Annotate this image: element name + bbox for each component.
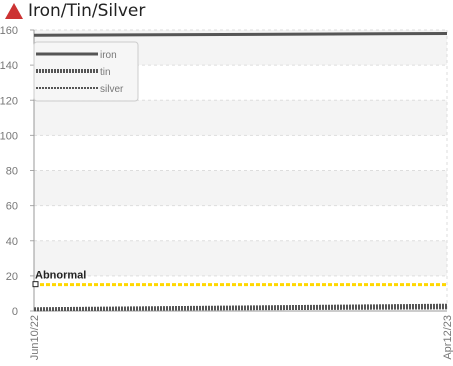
y-tick-label: 20 xyxy=(6,271,18,283)
x-tick-label: Jun10/22 xyxy=(29,315,41,360)
abnormal-annotation: Abnormal xyxy=(32,270,447,288)
legend-label-tin: tin xyxy=(100,67,111,78)
x-tick-label: Apr12/23 xyxy=(442,315,453,360)
threshold-label: Abnormal xyxy=(35,270,86,282)
y-tick-label: 100 xyxy=(0,130,18,142)
y-tick-label: 140 xyxy=(0,60,18,72)
y-tick-label: 60 xyxy=(6,201,18,213)
axes: 0 20 40 60 80 100 120 140 160 Jun10/22 Apr12/23 xyxy=(0,25,453,360)
series-line-iron xyxy=(33,32,448,37)
threshold-marker xyxy=(32,281,39,288)
y-tick-label: 40 xyxy=(6,236,18,248)
y-tick-label: 120 xyxy=(0,95,18,107)
y-tick-label: 160 xyxy=(0,25,18,37)
y-tick-label: 80 xyxy=(6,166,18,178)
plot-band xyxy=(34,100,447,136)
legend: iron tin silver xyxy=(33,41,139,102)
plot-band xyxy=(34,170,447,206)
legend-label-silver: silver xyxy=(100,84,124,95)
alert-triangle-icon xyxy=(5,3,23,19)
y-tick-label: 0 xyxy=(12,306,18,318)
chart-header: Iron/Tin/Silver xyxy=(4,0,145,22)
plot-band xyxy=(34,240,447,276)
legend-label-iron: iron xyxy=(100,50,117,61)
chart-title: Iron/Tin/Silver xyxy=(28,1,146,21)
series-lines xyxy=(33,32,448,312)
